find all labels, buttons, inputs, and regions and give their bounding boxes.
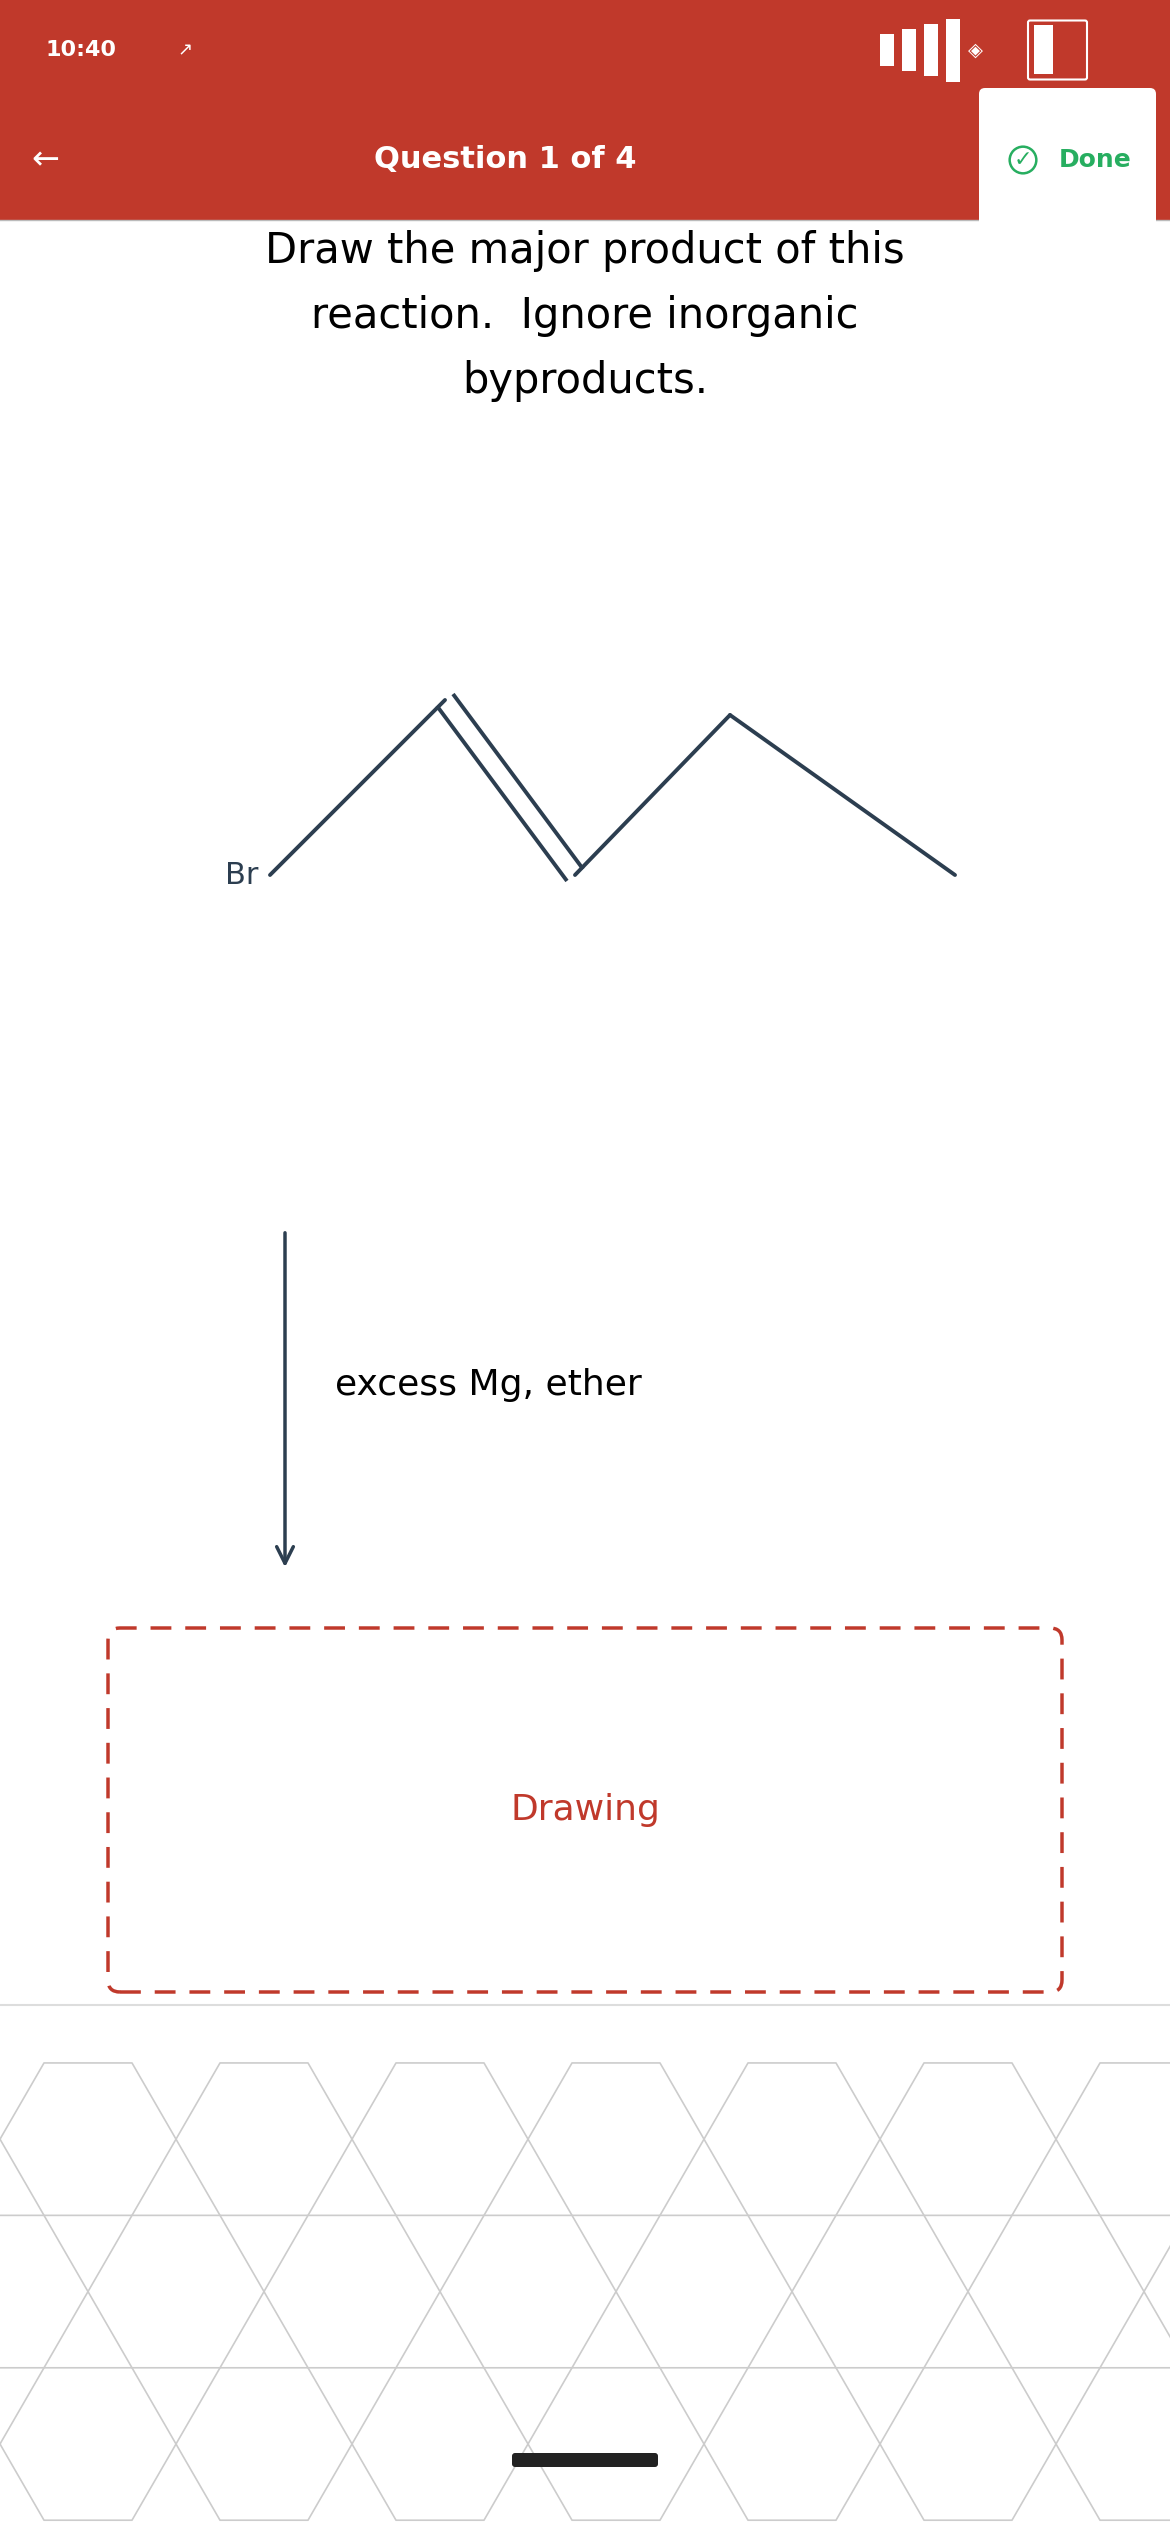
Bar: [947, 18, 961, 81]
Text: Drawing: Drawing: [510, 1793, 660, 1828]
FancyBboxPatch shape: [512, 2454, 658, 2466]
Text: ←: ←: [30, 144, 58, 177]
Bar: [902, 28, 916, 71]
Bar: [1034, 25, 1053, 73]
Text: ✓: ✓: [1013, 149, 1032, 170]
FancyBboxPatch shape: [108, 1628, 1062, 1993]
Bar: [924, 23, 938, 76]
Text: Question 1 of 4: Question 1 of 4: [373, 144, 636, 175]
Bar: [880, 35, 894, 66]
Text: Done: Done: [1059, 147, 1131, 172]
Text: 10:40: 10:40: [44, 41, 116, 61]
Bar: [0, 99, 1170, 220]
Text: Br: Br: [225, 861, 259, 889]
Text: Draw the major product of this
reaction.  Ignore inorganic
byproducts.: Draw the major product of this reaction.…: [266, 230, 904, 403]
Bar: [0, 0, 1170, 99]
Text: ◈: ◈: [968, 41, 983, 58]
Text: excess Mg, ether: excess Mg, ether: [335, 1367, 642, 1403]
FancyBboxPatch shape: [979, 89, 1156, 233]
Text: ↗: ↗: [178, 41, 193, 58]
